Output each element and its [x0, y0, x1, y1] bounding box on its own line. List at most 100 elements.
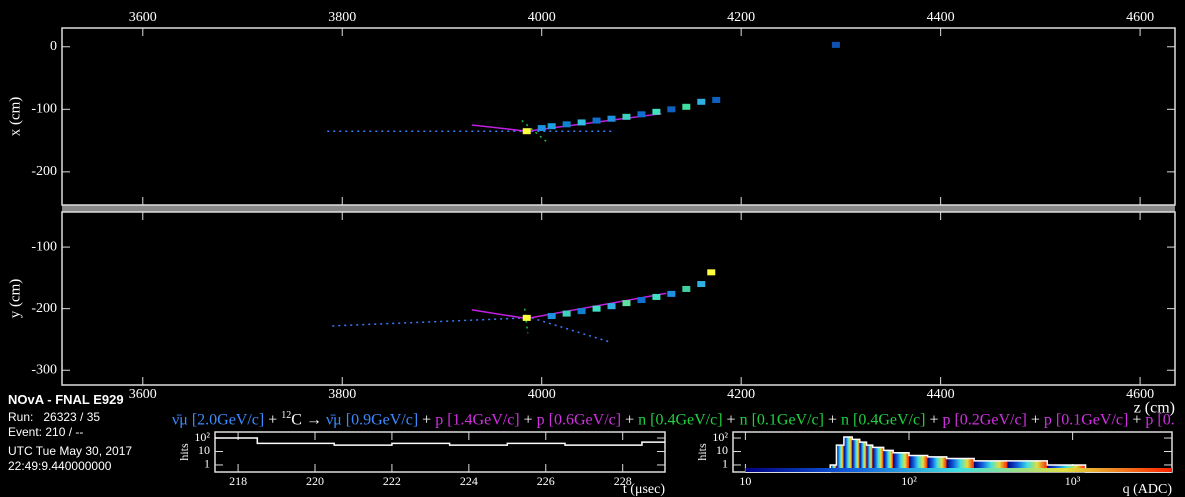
run: Run: 26323 / 35 [8, 410, 168, 425]
hit [682, 286, 690, 292]
plot-frame [62, 28, 1175, 205]
y-tick-label: 1 [722, 457, 728, 471]
hit [667, 106, 675, 112]
color-scale [745, 468, 1172, 472]
y-tick-label: -100 [31, 239, 57, 254]
hit [608, 303, 616, 309]
bar [836, 445, 843, 472]
hit [707, 269, 715, 275]
y-tick-label: 10² [194, 430, 210, 444]
interaction-part: + [824, 411, 841, 428]
x-tick-label: 3600 [129, 10, 157, 25]
x-tick-label: 4200 [727, 10, 755, 25]
hit [712, 97, 720, 103]
y-tick-label: 10 [198, 443, 210, 457]
hit [548, 123, 556, 129]
interaction-part: + [1128, 411, 1145, 428]
interaction-part: + [723, 411, 740, 428]
interaction-part: + [621, 411, 638, 428]
plot-frame [62, 212, 1175, 385]
interaction-part: 12 [281, 410, 291, 421]
x-tick-label: 222 [383, 474, 401, 488]
hit [622, 114, 630, 120]
hit [697, 99, 705, 105]
x-tick-label: 220 [306, 474, 324, 488]
hit [622, 300, 630, 306]
interaction-part: n [0.4GeV/c] [841, 411, 925, 428]
hit [608, 116, 616, 122]
hit [667, 291, 675, 297]
hit [563, 121, 571, 127]
interaction-part: + [925, 411, 942, 428]
y-axis-label: hits [695, 443, 709, 461]
hit [682, 104, 690, 110]
interaction-part: ν̄μ [2.0GeV/c] [172, 411, 264, 428]
interaction-part: p [0.2GeV/c] [942, 411, 1026, 428]
hit [578, 119, 586, 125]
hit [652, 109, 660, 115]
x-tick-label: 4400 [927, 10, 955, 25]
interaction-part: C → [291, 411, 326, 428]
x-axis-label: q (ADC) [1123, 482, 1173, 497]
x-tick-label: 226 [537, 474, 555, 488]
x-tick-label: 4600 [1126, 10, 1154, 25]
detector: NOvA - FNAL E929 [8, 392, 168, 407]
hit [832, 42, 840, 48]
hit [697, 281, 705, 287]
x-tick-label: 218 [229, 474, 247, 488]
bar [852, 439, 859, 472]
interaction-part: + [264, 411, 281, 428]
hit [548, 313, 556, 319]
interaction-part: n [0.1GeV/c] [740, 411, 824, 428]
hit [593, 306, 601, 312]
interaction: ν̄μ [2.0GeV/c] + 12C → ν̄μ [0.9GeV/c] + … [172, 410, 1175, 429]
interaction-part: + [418, 411, 435, 428]
bar [860, 442, 867, 472]
y-axis-label: hits [177, 443, 191, 461]
plot-frame [215, 432, 665, 472]
y-tick-label: -100 [31, 102, 57, 117]
hit [652, 294, 660, 300]
x-tick-label: 3800 [328, 10, 356, 25]
x-tick-label: 4400 [927, 387, 955, 402]
x-tick-label: 4200 [727, 387, 755, 402]
event-display: 3600 3800 4000 4200 4400 4600 0 -100 -200 x (cm) 3… [0, 0, 1185, 497]
y-tick-label: -300 [31, 362, 57, 377]
hit [523, 315, 531, 321]
hit [563, 311, 571, 317]
y-tick-label: -200 [31, 164, 57, 179]
x-axis-label: t (μsec) [623, 482, 665, 497]
y-tick-label: -200 [31, 301, 57, 316]
x-tick-label: 224 [460, 474, 478, 488]
x-tick-label: 4000 [528, 387, 556, 402]
hit [578, 308, 586, 314]
y-tick-label: 1 [204, 457, 210, 471]
x-tick-label: 3800 [328, 387, 356, 402]
interaction-part: p [0.6GeV/c] [537, 411, 621, 428]
hit [637, 297, 645, 303]
y-tick-label: 0 [50, 39, 57, 54]
y-tick-label: 10 [716, 443, 728, 457]
hit [637, 111, 645, 117]
bar [844, 437, 852, 472]
event: Event: 210 / -- [8, 425, 168, 440]
event-info: NOvA - FNAL E929 Run: 26323 / 35 Event: … [8, 392, 168, 474]
y-axis-label: x (cm) [7, 97, 23, 137]
interaction-part: ν̄μ [0.9GeV/c] [326, 411, 418, 428]
interaction-part: p [0.1GeV/c] [1044, 411, 1128, 428]
x-tick-label: 10² [901, 474, 917, 488]
x-tick-label: 4000 [528, 10, 556, 25]
interaction-part: p [1.4GeV/c] [435, 411, 519, 428]
bar [867, 445, 873, 472]
interaction-part: + [520, 411, 537, 428]
hit [523, 128, 531, 134]
x-tick-label: 10 [739, 474, 751, 488]
interaction-part: p [0.2GeV/c] [1145, 411, 1175, 428]
hit [593, 118, 601, 124]
date: UTC Tue May 30, 2017 [8, 444, 168, 459]
hit [538, 125, 546, 131]
y-tick-label: 10² [712, 430, 728, 444]
time: 22:49:9.440000000 [8, 459, 168, 474]
x-tick-label: 10³ [1065, 474, 1081, 488]
y-axis-label: y (cm) [7, 279, 23, 319]
